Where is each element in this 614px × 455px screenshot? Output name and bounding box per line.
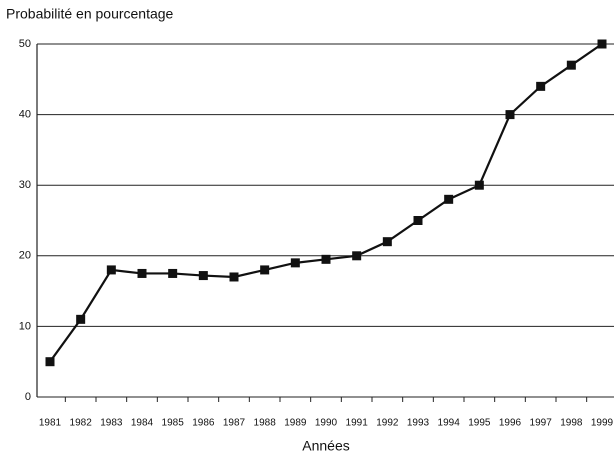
data-point (474, 180, 484, 190)
data-line (49, 43, 603, 363)
x-tick-label: 1998 (560, 418, 583, 429)
y-tick-label: 50 (19, 38, 31, 50)
x-tick-label: 1983 (100, 418, 123, 429)
x-tick-label: 1995 (468, 418, 491, 429)
y-tick-label: 20 (19, 250, 31, 262)
x-tick-label: 1981 (39, 418, 62, 429)
y-tick-label: 10 (19, 320, 31, 332)
data-point (229, 272, 239, 282)
data-point (260, 265, 270, 275)
y-tick-label: 30 (19, 179, 31, 191)
data-point (321, 254, 331, 264)
x-tick-label: 1999 (591, 418, 614, 429)
data-point (382, 237, 392, 247)
data-point (505, 110, 515, 120)
data-point (76, 314, 86, 324)
x-tick-label: 1982 (70, 418, 93, 429)
x-tick-label: 1986 (192, 418, 215, 429)
data-point (290, 258, 300, 268)
x-tick-label: 1994 (438, 418, 461, 429)
x-tick-label: 1985 (162, 418, 185, 429)
x-tick-label: 1993 (407, 418, 430, 429)
data-point (566, 60, 576, 70)
x-tick-label: 1988 (254, 418, 277, 429)
y-axis-title: Probabilité en pourcentage (6, 6, 174, 22)
x-tick-label: 1997 (530, 418, 553, 429)
x-tick-label: 1990 (315, 418, 338, 429)
y-tick-label: 0 (25, 391, 31, 403)
x-axis-title: Années (302, 438, 349, 454)
data-point (413, 216, 423, 225)
data-point (444, 194, 454, 204)
data-point (168, 268, 178, 278)
data-point (198, 271, 208, 281)
x-tick-label: 1984 (131, 418, 154, 429)
data-point (536, 81, 546, 91)
x-tick-label: 1991 (346, 418, 369, 429)
x-tick-label: 1996 (499, 418, 522, 429)
x-tick-label: 1992 (376, 418, 399, 429)
data-point (106, 265, 116, 275)
data-point (597, 39, 607, 49)
x-tick-label: 1987 (223, 418, 246, 429)
data-point (137, 268, 147, 278)
y-tick-label: 40 (19, 109, 31, 121)
data-point (45, 357, 55, 367)
data-point (352, 251, 362, 261)
x-tick-label: 1989 (284, 418, 307, 429)
